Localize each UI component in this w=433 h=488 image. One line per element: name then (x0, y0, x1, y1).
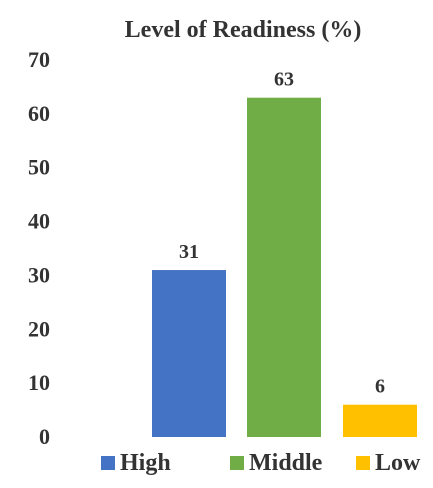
y-tick-label: 50 (28, 155, 50, 180)
y-axis: 0 10 20 30 40 50 60 70 (28, 47, 50, 449)
data-labels-group: 31 63 6 (179, 69, 385, 398)
data-label-low: 6 (375, 376, 385, 398)
y-tick-label: 40 (28, 209, 50, 234)
legend: High Middle Low (101, 450, 421, 476)
y-tick-label: 60 (28, 101, 50, 126)
y-tick-label: 70 (28, 47, 50, 72)
legend-label-low: Low (375, 450, 421, 476)
y-tick-label: 30 (28, 262, 50, 287)
legend-swatch-high (101, 456, 115, 470)
bars-group (152, 97, 417, 437)
y-tick-label: 10 (28, 370, 50, 395)
data-label-high: 31 (179, 241, 199, 263)
y-tick-label: 20 (28, 316, 50, 341)
legend-swatch-middle (230, 456, 244, 470)
bar-middle (247, 97, 321, 437)
legend-label-high: High (120, 450, 171, 476)
chart-title: Level of Readiness (%) (125, 17, 362, 43)
legend-label-middle: Middle (249, 450, 323, 476)
data-label-middle: 63 (274, 69, 294, 91)
bar-low (343, 404, 417, 437)
y-tick-label: 0 (39, 424, 50, 449)
legend-swatch-low (356, 456, 370, 470)
bar-high (152, 270, 226, 437)
